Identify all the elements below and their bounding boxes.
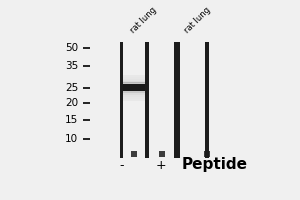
Bar [123,97,146,99]
Text: -: - [119,159,124,172]
Bar [123,84,146,91]
Bar [123,82,146,84]
Bar [205,42,209,158]
Text: Peptide: Peptide [181,157,247,172]
Bar [123,93,146,95]
Bar [123,79,146,81]
Text: 35: 35 [65,61,78,71]
Bar [123,99,146,101]
Text: 20: 20 [65,98,78,108]
Text: +: + [155,159,166,172]
Bar [131,151,137,157]
Bar [123,77,146,79]
Bar [123,95,146,97]
Bar [175,42,179,158]
Text: 15: 15 [65,115,78,125]
Text: 10: 10 [65,134,78,144]
Text: rat lung: rat lung [182,5,212,35]
Bar [120,42,123,158]
Text: rat lung: rat lung [129,5,158,35]
Bar [123,75,146,77]
Text: 25: 25 [65,83,78,93]
Bar [159,151,165,157]
Bar [145,42,149,158]
Bar [204,151,210,157]
Bar [123,81,146,83]
Bar [123,91,146,93]
Text: 50: 50 [65,43,78,53]
